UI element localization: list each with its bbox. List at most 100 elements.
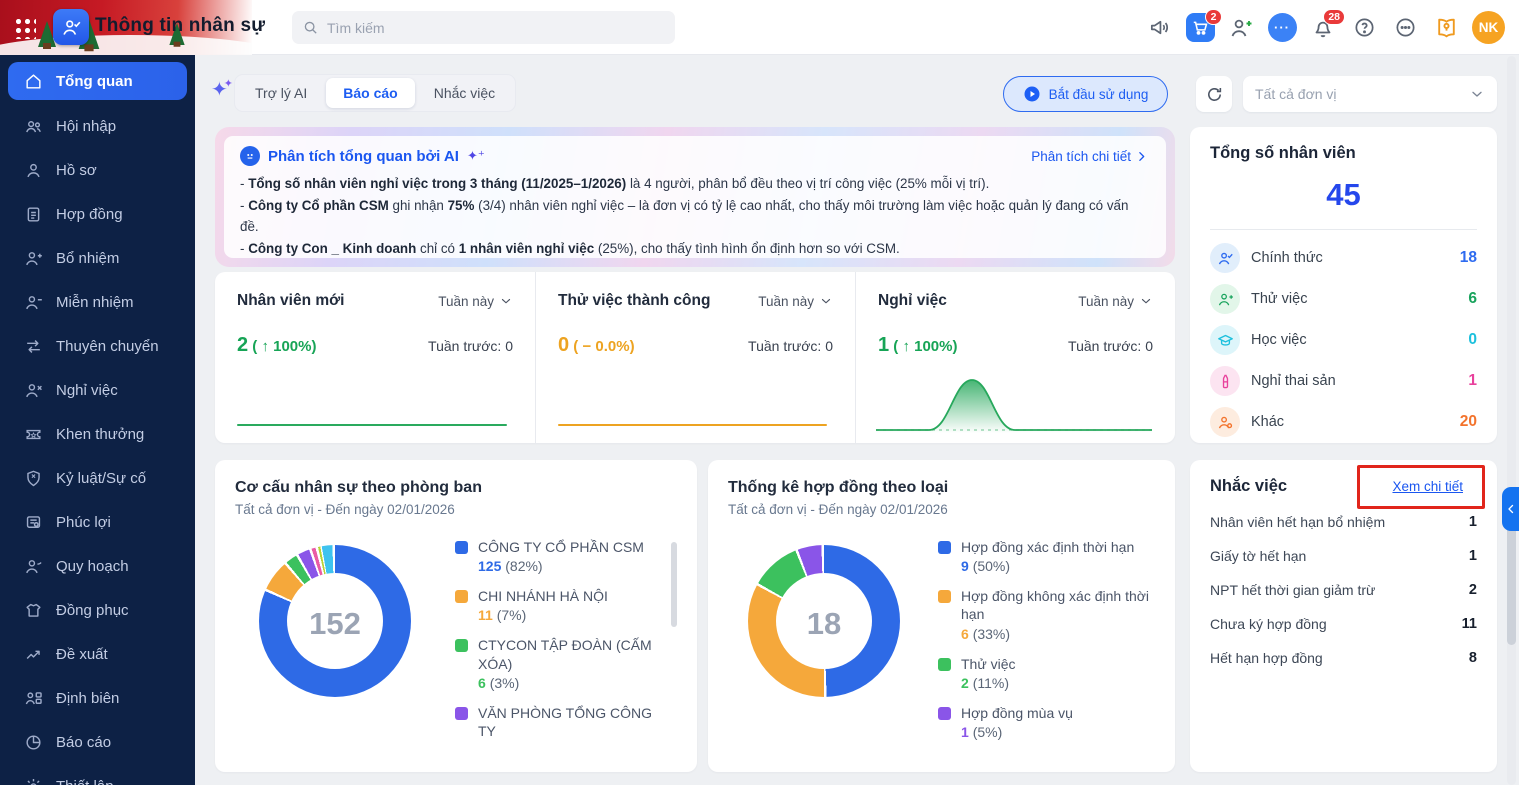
probation-employee-icon — [1217, 291, 1234, 308]
unit-filter-dropdown[interactable]: Tất cả đơn vị — [1243, 76, 1497, 112]
sidebar-item-label: Đề xuất — [56, 645, 108, 663]
notifications-bell-icon[interactable]: 28 — [1308, 8, 1345, 43]
marketplace-cart-icon[interactable]: 2 — [1185, 8, 1222, 43]
employee-type-row[interactable]: Nghỉ thai sản 1 — [1210, 361, 1477, 401]
chevron-down-icon — [1469, 86, 1485, 102]
stat-value: 0 ( − 0.0%) — [558, 334, 635, 356]
legend-item[interactable]: CTYCON TẬP ĐOÀN (CẤM XÓA) 6 (3%) — [455, 636, 663, 691]
christmas-banner — [0, 0, 252, 55]
tab-bao-cao[interactable]: Báo cáo — [326, 78, 415, 108]
ai-analysis-panel: Phân tích tổng quan bởi AI ✦⁺ Phân tích … — [215, 127, 1175, 267]
trend-line — [558, 424, 827, 426]
sidebar-item-thiet-lap[interactable]: Thiết lập — [0, 764, 195, 785]
org-structure-donut[interactable] — [259, 545, 411, 697]
search-input[interactable]: Tìm kiếm — [292, 11, 675, 44]
help-icon[interactable] — [1349, 13, 1379, 43]
megaphone-icon[interactable] — [1144, 13, 1174, 43]
ai-detail-link[interactable]: Phân tích chi tiết — [1031, 149, 1148, 164]
stat-resignations: Nghỉ việc Tuần này 1 ( ↑ 100%) Tuần trướ… — [855, 272, 1175, 443]
period-dropdown[interactable]: Tuần này — [1078, 294, 1153, 309]
period-dropdown[interactable]: Tuần này — [438, 294, 513, 309]
ai-bullet: - Công ty Con _ Kinh doanh chỉ có 1 nhân… — [240, 241, 900, 257]
legend-swatch — [938, 657, 951, 671]
reminder-row[interactable]: Nhân viên hết hạn bổ nhiệm 1 — [1210, 514, 1477, 530]
legend-item[interactable]: CÔNG TY CỔ PHẦN CSM 125 (82%) — [455, 538, 663, 574]
handbook-icon[interactable] — [1431, 13, 1461, 43]
app-logo[interactable] — [53, 9, 89, 45]
legend-item[interactable]: CHI NHÁNH HÀ NỘI 11 (7%) — [455, 587, 663, 623]
contract-stats-chart-card: Thống kê hợp đồng theo loại Tất cả đơn v… — [708, 460, 1175, 772]
cart-badge: 2 — [1205, 8, 1222, 25]
reminder-row[interactable]: Hết hạn hợp đồng 8 — [1210, 650, 1477, 666]
stat-prev-week: Tuần trước: 0 — [428, 338, 513, 354]
other-employee-icon — [1217, 414, 1234, 431]
employee-type-row[interactable]: Khác 20 — [1210, 402, 1477, 442]
sidebar-item-phuc-loi[interactable]: Phúc lợi — [0, 500, 195, 544]
tree-decoration — [38, 21, 56, 49]
sidebar-item-bo-nhiem[interactable]: Bổ nhiệm — [0, 236, 195, 280]
employee-type-row[interactable]: Học việc 0 — [1210, 320, 1477, 360]
sidebar-item-ky-luat[interactable]: Kỷ luật/Sự cố — [0, 456, 195, 500]
legend-item[interactable]: Hợp đồng xác định thời hạn 9 (50%) — [938, 538, 1156, 574]
sidebar-item-label: Hồ sơ — [56, 161, 97, 179]
chevron-left-icon — [1505, 503, 1517, 515]
user-avatar[interactable]: NK — [1472, 11, 1505, 44]
legend-item[interactable]: Hợp đồng mùa vụ 1 (5%) — [938, 704, 1156, 740]
page-scrollbar-track — [1507, 56, 1516, 785]
chart-title: Cơ cấu nhân sự theo phòng ban — [235, 479, 482, 496]
sidebar-item-dinh-bien[interactable]: Định biên — [0, 676, 195, 720]
sidebar-item-thuyen-chuyen[interactable]: Thuyên chuyển — [0, 324, 195, 368]
sidebar-item-dong-phuc[interactable]: Đồng phục — [0, 588, 195, 632]
collapse-panel-tab[interactable] — [1502, 487, 1519, 531]
sidebar-item-tong-quan[interactable]: Tổng quan — [8, 62, 187, 100]
start-using-button[interactable]: Bắt đầu sử dụng — [1003, 76, 1168, 112]
view-tabs: Trợ lý AI Báo cáo Nhắc việc — [234, 74, 517, 112]
sidebar-item-quy-hoach[interactable]: Quy hoạch — [0, 544, 195, 588]
top-header: Thông tin nhân sự Tìm kiếm 2 ··· 28 NK — [0, 0, 1519, 55]
chat-icon[interactable]: ··· — [1267, 13, 1297, 43]
reminder-row[interactable]: NPT hết thời gian giảm trừ 2 — [1210, 582, 1477, 598]
stat-probation-success: Thử việc thành công Tuần này 0 ( − 0.0%)… — [535, 272, 855, 443]
start-using-label: Bắt đầu sử dụng — [1048, 86, 1149, 102]
legend-item[interactable]: Hợp đồng không xác định thời hạn 6 (33%) — [938, 587, 1156, 642]
view-details-link[interactable]: Xem chi tiết — [1392, 479, 1463, 494]
employee-type-row[interactable]: Chính thức 18 — [1210, 238, 1477, 278]
reminder-row[interactable]: Giấy tờ hết hạn 1 — [1210, 548, 1477, 564]
legend-item[interactable]: VĂN PHÒNG TỔNG CÔNG TY — [455, 704, 663, 740]
more-options-icon[interactable] — [1390, 13, 1420, 43]
sidebar-item-nghi-viec[interactable]: Nghỉ việc — [0, 368, 195, 412]
period-dropdown[interactable]: Tuần này — [758, 294, 833, 309]
tab-tro-ly-ai[interactable]: Trợ lý AI — [255, 85, 308, 101]
legend-scrollbar[interactable] — [671, 542, 677, 627]
tab-nhac-viec[interactable]: Nhắc việc — [433, 85, 496, 101]
legend-item[interactable]: Thử việc 2 (11%) — [938, 655, 1156, 691]
sidebar-item-khen-thuong[interactable]: Khen thưởng — [0, 412, 195, 456]
sidebar-item-label: Báo cáo — [56, 733, 112, 751]
app-grid-icon[interactable] — [13, 16, 36, 39]
contract-donut[interactable] — [748, 545, 900, 697]
sidebar-item-label: Định biên — [56, 689, 120, 707]
trend-line — [237, 424, 507, 426]
sidebar-item-mien-nhiem[interactable]: Miễn nhiệm — [0, 280, 195, 324]
sidebar-item-label: Thiết lập — [56, 778, 114, 785]
sidebar-item-hoi-nhap[interactable]: Hội nhập — [0, 104, 195, 148]
sidebar-item-bao-cao[interactable]: Báo cáo — [0, 720, 195, 764]
apprentice-icon — [1217, 332, 1234, 349]
sidebar-item-hop-dong[interactable]: Hợp đồng — [0, 192, 195, 236]
total-employees-value: 45 — [1326, 177, 1361, 212]
org-structure-chart-card: Cơ cấu nhân sự theo phòng ban Tất cả đơn… — [215, 460, 697, 772]
chart-legend: Hợp đồng xác định thời hạn 9 (50%) Hợp đ… — [938, 538, 1156, 740]
legend-swatch — [938, 541, 951, 554]
reminder-row[interactable]: Chưa ký hợp đồng 11 — [1210, 616, 1477, 632]
employee-type-row[interactable]: Thử việc 6 — [1210, 279, 1477, 319]
stat-title: Nghỉ việc — [878, 292, 947, 309]
add-user-icon[interactable] — [1226, 13, 1256, 43]
chat-dots: ··· — [1267, 13, 1297, 42]
sidebar-item-de-xuat[interactable]: Đề xuất — [0, 632, 195, 676]
donut-total: 18 — [806, 606, 842, 641]
page-scrollbar-thumb[interactable] — [1507, 520, 1516, 645]
sidebar-item-ho-so[interactable]: Hồ sơ — [0, 148, 195, 192]
refresh-button[interactable] — [1196, 76, 1232, 112]
stat-title: Thử việc thành công — [558, 292, 711, 309]
weekly-stats-card: Nhân viên mới Tuần này 2 ( ↑ 100%) Tuần … — [215, 272, 1175, 443]
